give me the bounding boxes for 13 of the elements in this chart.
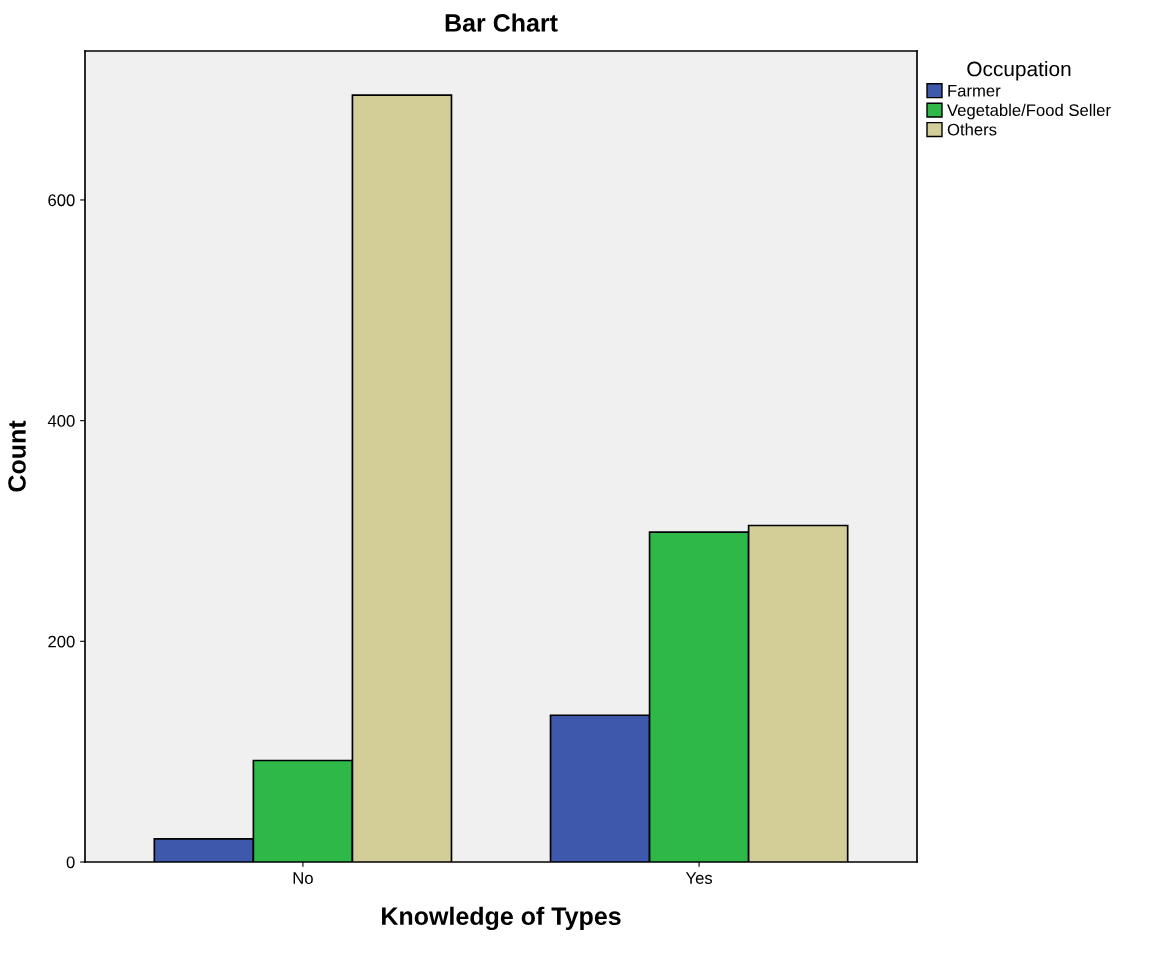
legend-label: Farmer bbox=[948, 84, 1001, 97]
y-tick-label: 400 bbox=[47, 415, 75, 427]
legend-label: Others bbox=[947, 123, 997, 136]
y-tick-label: 600 bbox=[48, 194, 75, 207]
x-axis-title: Knowledge of Types bbox=[382, 906, 621, 931]
y-tick-label: 0 bbox=[66, 856, 75, 869]
legend-title: Occupation bbox=[967, 61, 1071, 81]
x-tick-label: No bbox=[293, 872, 313, 884]
y-axis-title: Count bbox=[8, 420, 26, 492]
legend-label: Vegetable/Food Seller bbox=[947, 103, 1111, 120]
y-tick-label: 200 bbox=[48, 635, 75, 648]
chart-title: Bar Chart bbox=[445, 13, 558, 32]
x-tick-label: Yes bbox=[685, 872, 713, 884]
